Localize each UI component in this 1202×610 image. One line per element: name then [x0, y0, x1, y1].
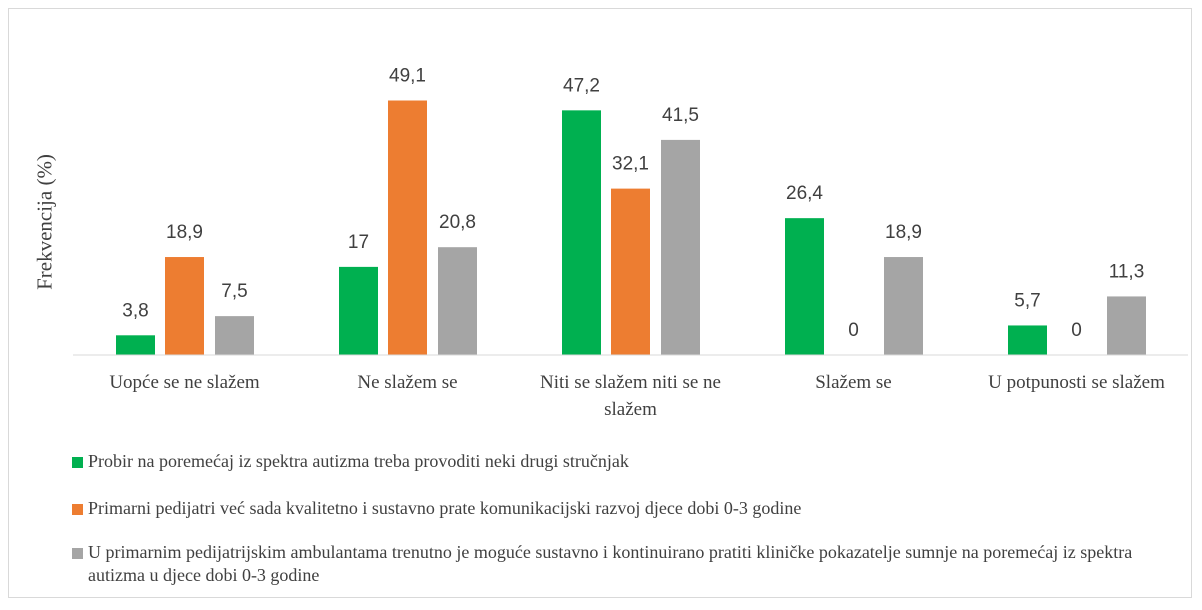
- data-label: 41,5: [662, 105, 699, 126]
- bar: [339, 266, 378, 355]
- data-label: 7,5: [221, 281, 247, 302]
- data-label: 47,2: [563, 75, 600, 96]
- data-label: 18,9: [885, 222, 922, 243]
- data-label: 0: [848, 320, 859, 341]
- x-tick-label: Slažem se: [815, 372, 892, 393]
- bar: [388, 100, 427, 355]
- bar: [785, 218, 824, 355]
- data-label: 49,1: [389, 65, 426, 86]
- x-tick-label: Niti se slažem niti se ne slažem: [540, 372, 721, 420]
- legend-label: Probir na poremećaj iz spektra autizma t…: [88, 451, 629, 471]
- bar: [1008, 325, 1047, 355]
- bar: [562, 110, 601, 355]
- bar: [661, 139, 700, 355]
- legend-label: Primarni pedijatri već sada kvalitetno i…: [88, 498, 802, 518]
- bar: [165, 257, 204, 355]
- data-label: 11,3: [1109, 261, 1145, 282]
- bar: [884, 257, 923, 355]
- x-tick-label: U potpunosti se slažem: [988, 372, 1165, 393]
- bar: [116, 335, 155, 355]
- legend-item: Probir na poremećaj iz spektra autizma t…: [72, 450, 1168, 473]
- legend-label: U primarnim pedijatrijskim ambulantama t…: [88, 542, 1133, 585]
- legend-swatch: [72, 504, 83, 515]
- legend-swatch: [72, 548, 83, 559]
- x-tick-label: Uopće se ne slažem: [109, 372, 260, 393]
- bar: [1107, 296, 1146, 355]
- bar: [438, 247, 477, 355]
- chart-frame: [8, 8, 1192, 598]
- data-label: 0: [1071, 320, 1082, 341]
- legend-item: Primarni pedijatri već sada kvalitetno i…: [72, 497, 1168, 520]
- data-label: 5,7: [1014, 290, 1040, 311]
- bar: [215, 316, 254, 355]
- legend-item: U primarnim pedijatrijskim ambulantama t…: [72, 541, 1168, 587]
- data-label: 32,1: [612, 154, 649, 175]
- data-label: 17: [348, 232, 369, 253]
- data-label: 20,8: [439, 212, 476, 233]
- legend-swatch: [72, 457, 83, 468]
- y-axis-label: Frekvencija (%): [32, 154, 57, 290]
- x-tick-label: Ne slažem se: [357, 372, 458, 393]
- bar: [611, 188, 650, 355]
- data-label: 3,8: [122, 300, 148, 321]
- data-label: 26,4: [786, 183, 823, 204]
- data-label: 18,9: [166, 222, 203, 243]
